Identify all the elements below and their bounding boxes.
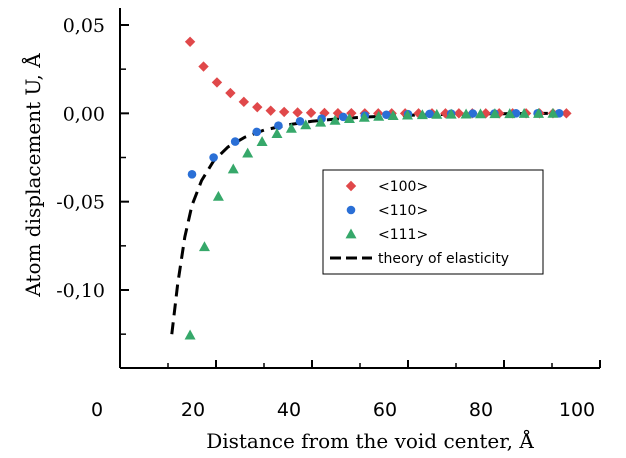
y-tick-label: 0,05 — [63, 15, 105, 37]
data-point — [425, 109, 434, 119]
data-point — [445, 108, 457, 119]
legend-marker — [346, 205, 356, 215]
y-tick-label: -0,05 — [56, 192, 105, 214]
x-tick-label: 40 — [277, 399, 301, 421]
data-point — [453, 108, 465, 119]
data-point — [227, 163, 239, 174]
data-point — [402, 109, 414, 120]
data-point — [242, 147, 254, 158]
data-point — [225, 87, 236, 99]
data-point — [343, 113, 355, 124]
data-point — [511, 109, 521, 118]
x-axis-ticks: 0 20 40 60 80 100 — [91, 360, 601, 421]
data-point — [252, 127, 262, 137]
data-point — [468, 109, 478, 118]
data-point — [285, 122, 297, 133]
legend-item: <110> — [346, 203, 428, 219]
data-point — [187, 169, 197, 179]
data-point — [315, 116, 327, 127]
theory-line — [170, 111, 553, 335]
data-point — [198, 61, 209, 72]
y-tick-label: -0,10 — [56, 280, 105, 302]
legend-marker — [345, 180, 357, 192]
y-axis-title: Atom displacement U, Å — [20, 53, 45, 298]
legend-box — [322, 169, 544, 275]
legend: <100> <110> <111> theory of elasticity — [322, 169, 544, 275]
data-point — [300, 119, 312, 130]
data-point — [271, 128, 283, 139]
data-point — [387, 110, 399, 121]
series-2 — [184, 107, 559, 340]
x-tick-label: 60 — [373, 399, 397, 421]
data-point — [274, 121, 283, 130]
data-point — [256, 136, 268, 146]
data-point — [329, 114, 341, 125]
x-axis-title: Distance from the void center, Å — [206, 428, 534, 453]
x-tick-label: 0 — [91, 399, 103, 421]
data-point — [504, 108, 516, 119]
series-theory-of-elasticity — [170, 111, 553, 335]
data-point — [518, 108, 530, 118]
data-point — [547, 107, 559, 118]
data-point — [489, 108, 501, 119]
plot-area — [170, 36, 572, 340]
data-point — [265, 105, 276, 116]
y-tick-label: 0,00 — [63, 103, 105, 125]
data-point — [209, 153, 218, 162]
data-point — [474, 108, 486, 119]
data-point — [431, 108, 443, 119]
legend-label: <100> — [378, 179, 428, 195]
legend-marker — [345, 228, 357, 239]
data-point — [292, 107, 303, 118]
data-point — [238, 96, 250, 108]
data-point — [278, 106, 290, 118]
x-tick-label: 100 — [559, 399, 595, 421]
legend-item: <111> — [345, 227, 428, 243]
data-point — [460, 108, 472, 119]
data-point — [305, 107, 317, 119]
data-point — [416, 109, 428, 120]
x-tick-label: 80 — [469, 399, 493, 421]
data-point — [561, 108, 572, 119]
data-point — [184, 329, 196, 340]
data-point — [198, 241, 210, 252]
data-point — [373, 110, 385, 121]
data-point — [252, 101, 263, 113]
data-point — [358, 111, 370, 122]
data-point — [295, 116, 305, 126]
data-point — [184, 36, 196, 47]
data-point — [533, 108, 545, 118]
legend-item: theory of elasticity — [330, 251, 509, 267]
legend-label: theory of elasticity — [378, 251, 509, 267]
data-point — [230, 137, 240, 146]
data-point — [338, 112, 348, 122]
data-point — [212, 190, 224, 201]
legend-label: <110> — [378, 203, 428, 219]
data-point — [211, 77, 223, 88]
y-axis-ticks: 0,05 0,00 -0,05 -0,10 — [56, 15, 129, 302]
data-point — [382, 110, 391, 120]
legend-item: <100> — [345, 179, 428, 195]
legend-label: <111> — [378, 227, 428, 243]
x-tick-label: 20 — [181, 399, 205, 421]
